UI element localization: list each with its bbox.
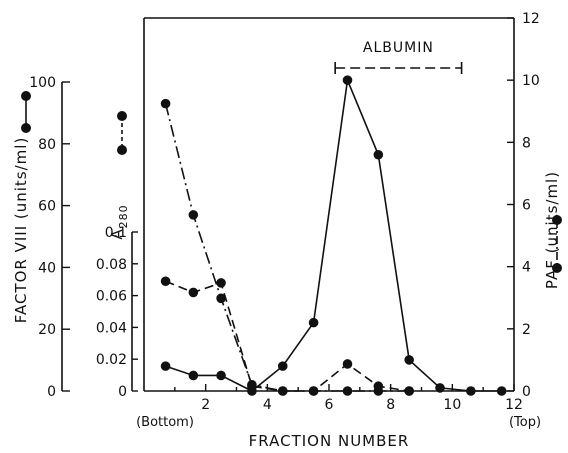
factor_viii-point <box>216 293 226 304</box>
paf-tick-label: 12 <box>522 11 540 27</box>
factor-viii-tick-label: 80 <box>38 137 56 153</box>
albumin-annotation: ALBUMIN <box>334 40 463 74</box>
paf-point <box>342 75 353 85</box>
series-layer <box>160 75 507 396</box>
paf-point <box>496 386 507 396</box>
paf-point <box>308 317 319 328</box>
a280-axis-title-main: A <box>108 228 126 239</box>
x-tick-label: 8 <box>386 397 395 413</box>
paf-point <box>466 386 476 396</box>
paf-tick-label: 10 <box>522 73 540 89</box>
paf-point <box>404 355 414 365</box>
paf-point <box>373 149 384 160</box>
a280-axis-title-sub: 280 <box>117 204 130 228</box>
a280-legend-glyph <box>117 111 127 155</box>
a280-point <box>277 386 288 396</box>
factor-viii-ticks: 0 20 40 60 80 100 <box>29 75 70 400</box>
factor-viii-axis-title: FACTOR VIII (units/ml) <box>12 137 30 324</box>
x-top-label: (Top) <box>509 415 541 430</box>
paf-point <box>160 361 171 371</box>
paf-legend-glyph <box>552 215 562 273</box>
x-tick-label: 12 <box>505 397 523 413</box>
factor-viii-tick-label: 20 <box>38 322 56 338</box>
paf-tick-label: 0 <box>522 384 531 400</box>
x-ticks: 2 4 6 8 10 12 <box>174 384 523 413</box>
a280-line <box>165 280 410 392</box>
x-tick-label: 6 <box>325 397 334 413</box>
a280-tick-label: 0 <box>118 384 127 400</box>
paf-ticks: 0 2 4 6 8 10 12 <box>507 11 540 400</box>
paf-tick-label: 4 <box>522 260 531 276</box>
factor_viii-point <box>342 386 353 396</box>
a280-point <box>373 381 384 392</box>
factor-viii-tick-label: 0 <box>47 384 56 400</box>
a280-tick-label: 0.08 <box>96 257 127 273</box>
a280-point <box>342 359 353 369</box>
a280-tick-label: 0.06 <box>96 289 127 305</box>
a280-point <box>247 381 257 392</box>
paf-point <box>435 383 445 393</box>
factor-viii-tick-label: 100 <box>29 75 56 91</box>
a280-tick-label: 0.1 <box>105 225 127 241</box>
a280-point <box>308 386 319 396</box>
a280-axis-title: A280 <box>108 204 130 239</box>
paf-tick-label: 2 <box>522 322 531 338</box>
factor_viii-point <box>188 210 199 220</box>
a280-tick-label: 0.02 <box>96 352 127 368</box>
x-tick-label: 10 <box>443 397 461 413</box>
x-axis-title: FRACTION NUMBER <box>249 432 410 450</box>
paf-point <box>277 361 288 371</box>
a280-point <box>404 386 414 396</box>
factor_viii-point <box>160 98 171 109</box>
a280-tick-label: 0.04 <box>96 320 127 336</box>
factor-viii-tick-label: 60 <box>38 199 56 215</box>
paf-tick-label: 8 <box>522 135 531 151</box>
x-tick-label: 4 <box>263 397 272 413</box>
x-tick-label: 2 <box>201 397 210 413</box>
x-bottom-label: (Bottom) <box>136 415 194 430</box>
a280-point <box>188 287 199 298</box>
paf-line <box>165 77 502 392</box>
a280-ticks: 0 0.02 0.04 0.06 0.08 0.1 <box>96 225 138 400</box>
paf-point <box>216 370 226 381</box>
paf-point <box>188 370 199 381</box>
a280-point <box>160 276 171 287</box>
a280-point <box>216 278 226 288</box>
factor_viii-line <box>164 103 410 392</box>
factor-viii-tick-label: 40 <box>38 260 56 276</box>
albumin-label: ALBUMIN <box>363 40 434 56</box>
factor-viii-legend-glyph <box>21 91 31 133</box>
paf-tick-label: 6 <box>522 198 531 214</box>
